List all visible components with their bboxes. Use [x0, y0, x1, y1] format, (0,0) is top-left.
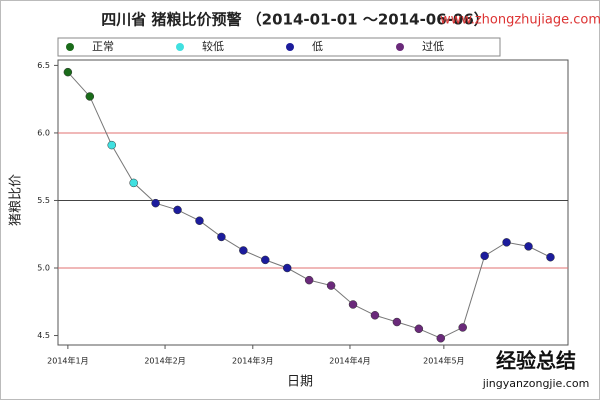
data-point [546, 252, 555, 262]
data-point [151, 198, 160, 208]
data-point [326, 281, 336, 290]
data-point [524, 242, 533, 251]
legend-label: 过低 [422, 40, 444, 53]
data-point [458, 323, 467, 332]
x-tick-label: 2014年1月 [47, 356, 88, 366]
y-tick-label: 6.5 [37, 61, 50, 70]
x-tick-label: 2014年2月 [144, 356, 185, 366]
data-point [392, 317, 402, 327]
legend-marker [396, 43, 404, 51]
watermark: www.zhongzhujiage.com [440, 13, 600, 28]
legend-marker [66, 43, 74, 51]
y-tick-label: 6.0 [37, 128, 50, 137]
x-tick-label: 2014年3月 [232, 356, 273, 366]
data-point [129, 178, 138, 188]
data-point [261, 255, 270, 265]
data-point [85, 92, 95, 101]
legend-label: 较低 [202, 39, 224, 53]
y-tick-label: 5.0 [37, 264, 50, 273]
chart-title: 四川省 猪粮比价预警 （2014-01-01 ～2014-06-06） [101, 11, 489, 29]
data-point [502, 238, 511, 247]
y-tick-label: 5.5 [37, 196, 50, 205]
data-point [107, 140, 116, 150]
data-point [173, 205, 182, 215]
data-point [480, 251, 489, 261]
watermark: 经验总结 [496, 349, 576, 373]
legend-label: 正常 [92, 40, 114, 53]
data-point [370, 311, 380, 320]
data-point [195, 216, 204, 225]
x-tick-label: 2014年4月 [329, 356, 370, 366]
data-point [436, 333, 446, 343]
legend-label: 低 [312, 40, 323, 53]
y-axis-label: 猪粮比价 [9, 174, 24, 226]
x-tick-label: 2014年5月 [423, 356, 464, 366]
data-point [304, 275, 314, 285]
x-axis-label: 日期 [287, 375, 313, 390]
data-point [282, 263, 292, 273]
data-point [239, 246, 248, 255]
legend-marker [176, 43, 184, 51]
legend-box [57, 37, 501, 57]
data-point [414, 324, 424, 334]
watermark: jingyanzongjie.com [482, 377, 590, 390]
plot-area [57, 59, 569, 346]
y-tick-label: 4.5 [37, 331, 50, 340]
data-point [217, 232, 226, 242]
legend-marker [286, 43, 294, 51]
data-point [63, 67, 73, 77]
data-point [348, 300, 358, 309]
